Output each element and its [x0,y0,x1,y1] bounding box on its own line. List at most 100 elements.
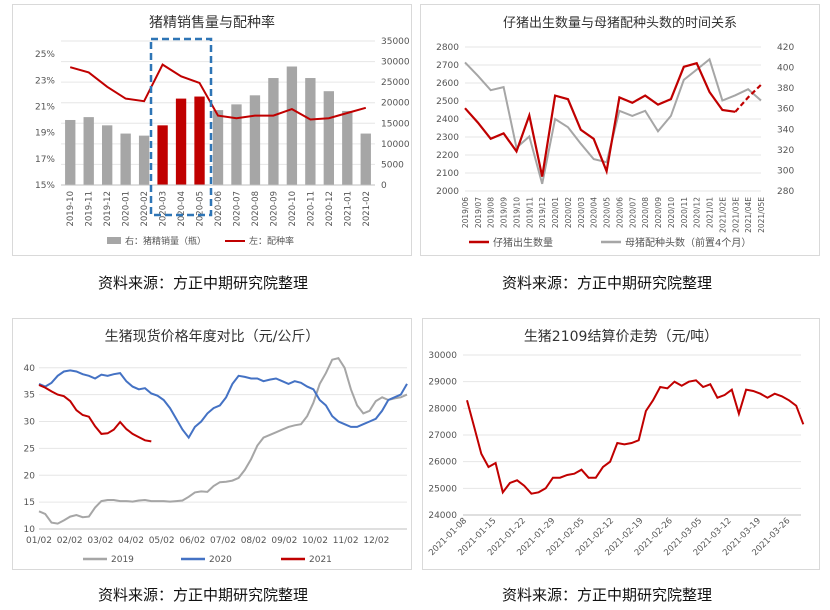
y-tick-label-right: 10000 [381,140,410,150]
bar [323,91,334,185]
chart-breeding-rate: 猪精销售量与配种率 15% 17% 19% 21% 23% 25% 0 5000 10000 15… [35,14,410,247]
y-tick-label-left: 2500 [436,97,459,107]
legend-label-2019: 2019 [111,555,134,565]
line-series-2020 [38,369,408,440]
x-tick-label: 2020-03 [159,191,169,227]
x-tick-label: 2020/01 [551,197,560,228]
x-tick-label: 2020/12 [693,197,702,228]
bar [231,104,242,185]
y-tick-label-right: 340 [777,125,794,135]
chart-legend: 仔猪出生数量 母猪配种头数（前置4个月） [469,236,751,249]
y-tick-label-right: 280 [777,187,794,197]
bar [102,125,113,185]
chart-legend: 2019 2020 2021 [83,555,332,565]
y-tick-label: 28000 [428,404,457,414]
bar [212,110,224,185]
bar [249,95,261,185]
y-tick-label-right: 420 [777,43,794,53]
line-series-settlement-price [466,379,805,495]
line-series-sows [464,57,762,185]
x-tick-label: 2021/03E [731,197,740,233]
bar [138,135,150,185]
y-tick-label: 25000 [428,484,457,494]
chart-panel-piglets: 仔猪出生数量与母猪配种头数的时间关系 2000 2100 2200 2300 2400 2… [420,4,820,256]
x-tick-label: 2020-01 [122,191,132,227]
chart-futures: 生猪2109结算价走势（元/吨） 24000 25000 26000 27000 280… [427,329,805,558]
y-tick-label-right: 320 [777,146,794,156]
y-tick-label: 24000 [428,511,457,521]
x-tick-label: 2020-10 [288,191,298,227]
bar [342,110,353,185]
bar [268,78,279,185]
x-tick-label: 2019/06 [461,197,470,228]
y-tick-label: 20 [24,471,36,481]
x-tick-label: 2019/11 [525,197,534,228]
y-tick-label: 29000 [428,378,457,388]
x-tick-label: 2020-09 [269,191,279,227]
x-tick-label: 2021/01 [706,197,715,228]
y-tick-label-left: 2000 [436,187,459,197]
x-tick-label: 09/02 [271,536,297,546]
x-tick-label: 2020/03 [577,197,586,228]
y-tick-label: 27000 [428,431,457,441]
y-tick-label-right: 30000 [381,58,410,68]
y-tick-label-left: 2300 [436,133,459,143]
x-tick-label: 2020-05 [196,191,206,227]
y-tick-label-right: 0 [381,181,387,191]
source-note: 资料来源：方正中期研究院整理 [502,274,713,292]
bar [286,66,298,185]
y-tick-label-left: 19% [35,129,55,139]
x-tick-label: 2021-02 [362,191,372,227]
x-tick-label: 11/02 [333,536,359,546]
x-tick-label: 07/02 [210,536,236,546]
y-tick-label: 26000 [428,458,457,468]
y-tick-label: 35 [24,391,35,401]
line-series-breeding-rate [69,63,367,121]
y-tick-label: 30000 [428,351,457,361]
x-tick-label: 2019/08 [487,197,496,228]
line-series-piglets-forecast [734,84,762,113]
bar [157,125,168,185]
x-tick-label: 2020-07 [232,191,242,227]
y-tick-label-left: 21% [35,102,55,112]
y-tick-label-right: 35000 [381,37,410,47]
y-tick-label-left: 2800 [436,43,459,53]
x-tick-label: 2021/04E [744,197,753,233]
legend-label-piglets: 仔猪出生数量 [493,236,553,249]
y-tick-label: 30 [24,418,36,428]
x-tick-label: 2019/10 [512,197,521,228]
y-tick-label-left: 2200 [436,151,459,161]
bar [120,133,131,185]
highlight-box [149,37,213,217]
chart-title: 生猪现货价格年度对比（元/公斤） [105,328,320,345]
x-tick-label: 12/02 [363,536,389,546]
bar [83,117,94,185]
x-tick-label: 02/02 [57,536,83,546]
x-tick-label: 2021/02E [718,197,727,233]
y-tick-label-right: 25000 [381,78,410,88]
x-tick-label: 2021/05E [757,197,766,233]
line-series-2019 [38,356,408,525]
y-tick-label-right: 20000 [381,99,410,109]
x-tick-label: 2020/09 [654,197,663,228]
y-tick-label: 15 [24,498,35,508]
chart-panel-futures: 生猪2109结算价走势（元/吨） 24000 25000 26000 27000 280… [422,318,820,570]
y-tick-label-left: 15% [35,181,55,191]
legend-label-2020: 2020 [209,555,232,565]
x-tick-label: 2020-02 [140,191,150,227]
x-tick-label: 2020-12 [325,191,335,227]
bar [65,119,76,185]
y-tick-label-left: 2100 [436,169,459,179]
x-tick-label: 2020/07 [628,197,637,228]
x-tick-label: 04/02 [118,536,144,546]
y-tick-label-left: 2600 [436,79,459,89]
legend-label-sales: 右：猪精销量（瓶） [125,235,206,247]
y-tick-label-right: 5000 [381,160,404,170]
y-tick-label-left: 2700 [436,61,459,71]
y-tick-label-left: 25% [35,50,55,60]
x-tick-label: 01/02 [26,536,52,546]
x-tick-label: 2021-01 [343,191,353,227]
x-tick-label: 2019-11 [85,191,95,227]
bar [305,78,316,185]
x-tick-label: 2020/02 [564,197,573,228]
